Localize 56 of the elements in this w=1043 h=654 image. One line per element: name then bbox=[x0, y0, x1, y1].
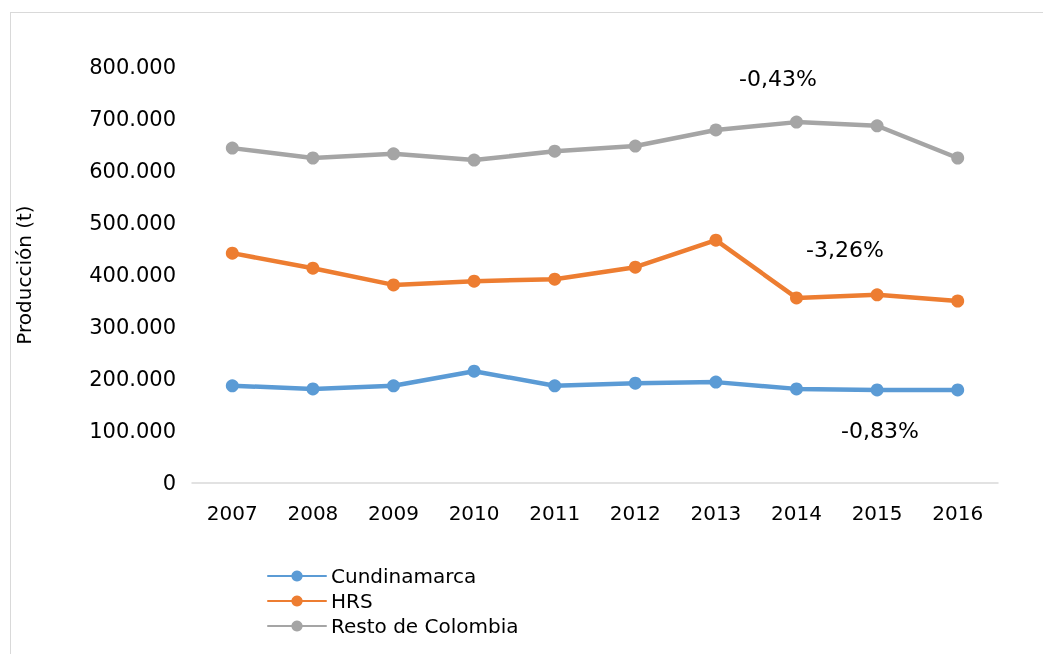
point bbox=[548, 379, 562, 393]
point bbox=[467, 274, 481, 288]
y-tick-label: 100.000 bbox=[89, 419, 176, 443]
point bbox=[870, 119, 884, 133]
point bbox=[790, 115, 803, 129]
point bbox=[467, 153, 481, 167]
point bbox=[548, 272, 562, 286]
point bbox=[709, 123, 723, 137]
point bbox=[387, 379, 400, 393]
point bbox=[870, 288, 884, 302]
point bbox=[628, 376, 642, 390]
y-tick-label: 200.000 bbox=[89, 367, 176, 391]
y-tick-label: 800.000 bbox=[89, 55, 176, 79]
point bbox=[951, 151, 965, 165]
point bbox=[951, 383, 965, 397]
x-tick-label: 2008 bbox=[287, 501, 339, 525]
y-axis-title: Producción (t) bbox=[12, 205, 36, 345]
x-tick-label: 2014 bbox=[771, 501, 822, 525]
point bbox=[467, 364, 481, 378]
y-tick-label: 700.000 bbox=[89, 107, 176, 131]
legend-label: HRS bbox=[331, 589, 373, 613]
x-tick-label: 2012 bbox=[609, 501, 661, 525]
point bbox=[709, 233, 723, 247]
point bbox=[951, 294, 965, 308]
y-tick-label: 0 bbox=[162, 471, 176, 495]
point bbox=[870, 383, 884, 397]
y-tick-label: 500.000 bbox=[89, 211, 176, 235]
legend-label: Resto de Colombia bbox=[331, 614, 519, 638]
point bbox=[225, 246, 239, 260]
x-tick-label: 2007 bbox=[206, 501, 258, 525]
legend-label: Cundinamarca bbox=[331, 564, 477, 588]
point bbox=[306, 261, 320, 275]
annotation: -0,43% bbox=[739, 65, 817, 91]
point bbox=[306, 382, 320, 396]
point bbox=[387, 278, 400, 292]
y-tick-label: 400.000 bbox=[89, 263, 176, 287]
x-tick-label: 2011 bbox=[529, 501, 581, 525]
y-tick-label: 300.000 bbox=[89, 315, 176, 339]
point bbox=[790, 382, 803, 396]
point bbox=[306, 151, 320, 165]
point bbox=[709, 375, 723, 389]
point bbox=[387, 147, 400, 161]
point bbox=[628, 260, 642, 274]
x-tick-label: 2015 bbox=[851, 501, 903, 525]
y-tick-label: 600.000 bbox=[89, 159, 176, 183]
point bbox=[225, 141, 239, 155]
point bbox=[790, 291, 803, 305]
point bbox=[628, 139, 642, 153]
point bbox=[225, 379, 239, 393]
x-tick-label: 2009 bbox=[368, 501, 419, 525]
point bbox=[548, 144, 562, 158]
x-tick-label: 2016 bbox=[932, 501, 984, 525]
x-tick-label: 2013 bbox=[690, 501, 742, 525]
annotation: -3,26% bbox=[806, 236, 884, 262]
x-tick-label: 2010 bbox=[448, 501, 500, 525]
annotation: -0,83% bbox=[841, 417, 919, 443]
